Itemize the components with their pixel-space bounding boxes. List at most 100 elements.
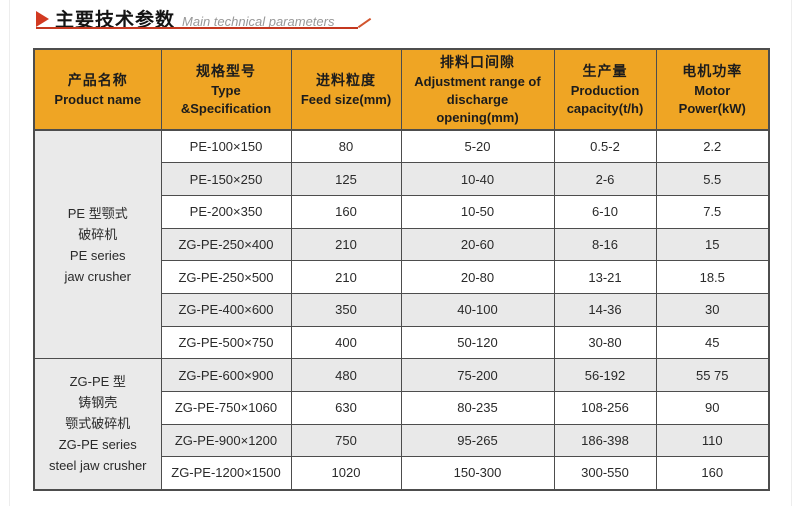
table-cell: 750 [290, 423, 402, 458]
column-header-0: 产品名称 Product name [33, 48, 162, 131]
table-header-row: 产品名称 Product name 规格型号 Type &Specification 进… [33, 48, 770, 131]
column-header-3: 排料口间隙 Adjustment range of discharge openi… [400, 48, 555, 131]
table-cell: 20-60 [400, 227, 555, 262]
product-name-line: PE 型颚式 [67, 205, 128, 221]
section-title-en: Main technical parameters [182, 13, 335, 29]
table-cell: 110 [655, 423, 770, 458]
table-cell: 90 [655, 391, 770, 425]
table-cell: PE-150×250 [160, 162, 292, 196]
table-cell: ZG-PE-500×750 [160, 325, 292, 360]
table-cell: 30 [655, 292, 770, 327]
section-title-cn: 主要技术参数 [55, 10, 176, 31]
section-title: 主要技术参数 Main technical parameters [36, 5, 334, 32]
column-header-en: Adjustment range of discharge opening(mm… [414, 74, 541, 125]
table-cell: 630 [290, 391, 402, 425]
technical-parameters-table: 产品名称 Product name 规格型号 Type &Specification 进… [33, 48, 770, 491]
product-name-line: steel jaw crusher [48, 458, 147, 474]
product-name-line: ZG-PE series [58, 437, 137, 453]
table-cell: ZG-PE-400×600 [160, 292, 292, 327]
column-header-en: Feed size(mm) [300, 92, 392, 107]
table-cell: ZG-PE-900×1200 [160, 423, 292, 458]
column-header-en: Product name [54, 92, 142, 107]
table-cell: 55 75 [655, 358, 770, 392]
table-cell: 15 [655, 227, 770, 262]
table-cell: 210 [290, 227, 402, 262]
table-cell: 40-100 [400, 292, 555, 327]
column-header-5: 电机功率 Motor Power(kW) [655, 48, 770, 131]
column-header-4: 生产量 Production capacity(t/h) [553, 48, 657, 131]
table-cell: 13-21 [553, 260, 657, 294]
table-cell: 2.2 [655, 129, 770, 164]
column-header-cn: 生产量 [582, 63, 628, 79]
table-header: 产品名称 Product name 规格型号 Type &Specification 进… [33, 48, 770, 131]
table-cell: 8-16 [553, 227, 657, 262]
table-cell: 56-192 [553, 358, 657, 392]
table-cell: ZG-PE-600×900 [160, 358, 292, 392]
table-cell: 6-10 [553, 194, 657, 229]
table-row: ZG-PE-400×600 350 40-100 14-36 30 [34, 292, 770, 327]
table-cell: PE-100×150 [160, 129, 292, 164]
table-body: PE 型颚式 破碎机 PE series jaw crusher PE-100×150 8… [33, 129, 770, 491]
table-row: PE 型颚式 破碎机 PE series jaw crusher PE-100×150 8… [33, 129, 770, 360]
table-cell: 50-120 [400, 325, 555, 360]
title-underline [36, 17, 372, 29]
product-name-line: 铸钢壳 [78, 395, 118, 411]
table-cell: 0.5-2 [553, 129, 657, 164]
table-cell: 210 [290, 260, 402, 294]
table-row: ZG-PE-250×400 210 20-60 8-16 15 [34, 227, 770, 262]
table-cell: ZG-PE-250×400 [160, 227, 292, 262]
table-cell: 2-6 [553, 162, 657, 196]
table-cell: 108-256 [553, 391, 657, 425]
table-cell: 150-300 [400, 456, 555, 491]
table-cell: 80-235 [400, 391, 555, 425]
table-cell: 80 [290, 129, 402, 164]
column-header-cn: 规格型号 [196, 63, 256, 79]
table-cell: 160 [655, 456, 770, 491]
table-cell: 10-40 [400, 162, 555, 196]
product-name-cell-1: ZG-PE 型铸钢壳颚式破碎机 ZG-PE series steel jaw cru… [33, 358, 162, 491]
column-header-cn: 排料口间隙 [440, 54, 515, 70]
table-cell: 125 [290, 162, 402, 196]
column-header-cn: 电机功率 [682, 63, 743, 79]
column-header-en: Type &Specification [180, 83, 272, 116]
table-cell: 20-80 [400, 260, 555, 294]
underline-flick [357, 17, 372, 29]
column-header-en: Production capacity(t/h) [566, 83, 644, 116]
table-cell: 5.5 [655, 162, 770, 196]
table-row: PE-200×350 160 10-50 6-10 7.5 [34, 194, 770, 229]
table-cell: 186-398 [553, 423, 657, 458]
column-header-cn: 产品名称 [67, 72, 128, 88]
product-name-line: ZG-PE 型 [69, 374, 126, 390]
table-cell: 480 [290, 358, 402, 392]
product-name-line: jaw crusher [64, 268, 131, 284]
triangle-bullet-icon [36, 10, 49, 27]
product-name-cell-0: PE 型颚式 破碎机 PE series jaw crusher [33, 129, 162, 360]
product-name-line: PE series [69, 247, 126, 263]
table-row: ZG-PE 型铸钢壳颚式破碎机 ZG-PE series steel jaw cru… [33, 358, 770, 491]
table-cell: 160 [290, 194, 402, 229]
table-row: ZG-PE-1200×1500 1020 150-300 300-550 160 [34, 456, 770, 491]
column-header-1: 规格型号 Type &Specification [160, 48, 292, 131]
table-cell: ZG-PE-250×500 [160, 260, 292, 294]
column-header-en: Motor Power(kW) [678, 83, 746, 116]
table-row: PE-150×250 125 10-40 2-6 5.5 [34, 162, 770, 196]
table-cell: PE-200×350 [160, 194, 292, 229]
table-cell: ZG-PE-750×1060 [160, 391, 292, 425]
table-cell: ZG-PE-1200×1500 [160, 456, 292, 491]
table-cell: 30-80 [553, 325, 657, 360]
table-cell: 95-265 [400, 423, 555, 458]
table-cell: 10-50 [400, 194, 555, 229]
table-cell: 400 [290, 325, 402, 360]
table-row: ZG-PE-500×750 400 50-120 30-80 45 [34, 325, 770, 360]
table-row: ZG-PE-750×1060 630 80-235 108-256 90 [34, 391, 770, 425]
table-cell: 45 [655, 325, 770, 360]
table-cell: 18.5 [655, 260, 770, 294]
product-name-line: 颚式破碎机 [65, 416, 131, 432]
table-cell: 7.5 [655, 194, 770, 229]
table-cell: 300-550 [553, 456, 657, 491]
table-cell: 5-20 [400, 129, 555, 164]
column-header-cn: 进料粒度 [316, 72, 376, 88]
table-cell: 1020 [290, 456, 402, 491]
product-name-line: 破碎机 [78, 226, 118, 242]
